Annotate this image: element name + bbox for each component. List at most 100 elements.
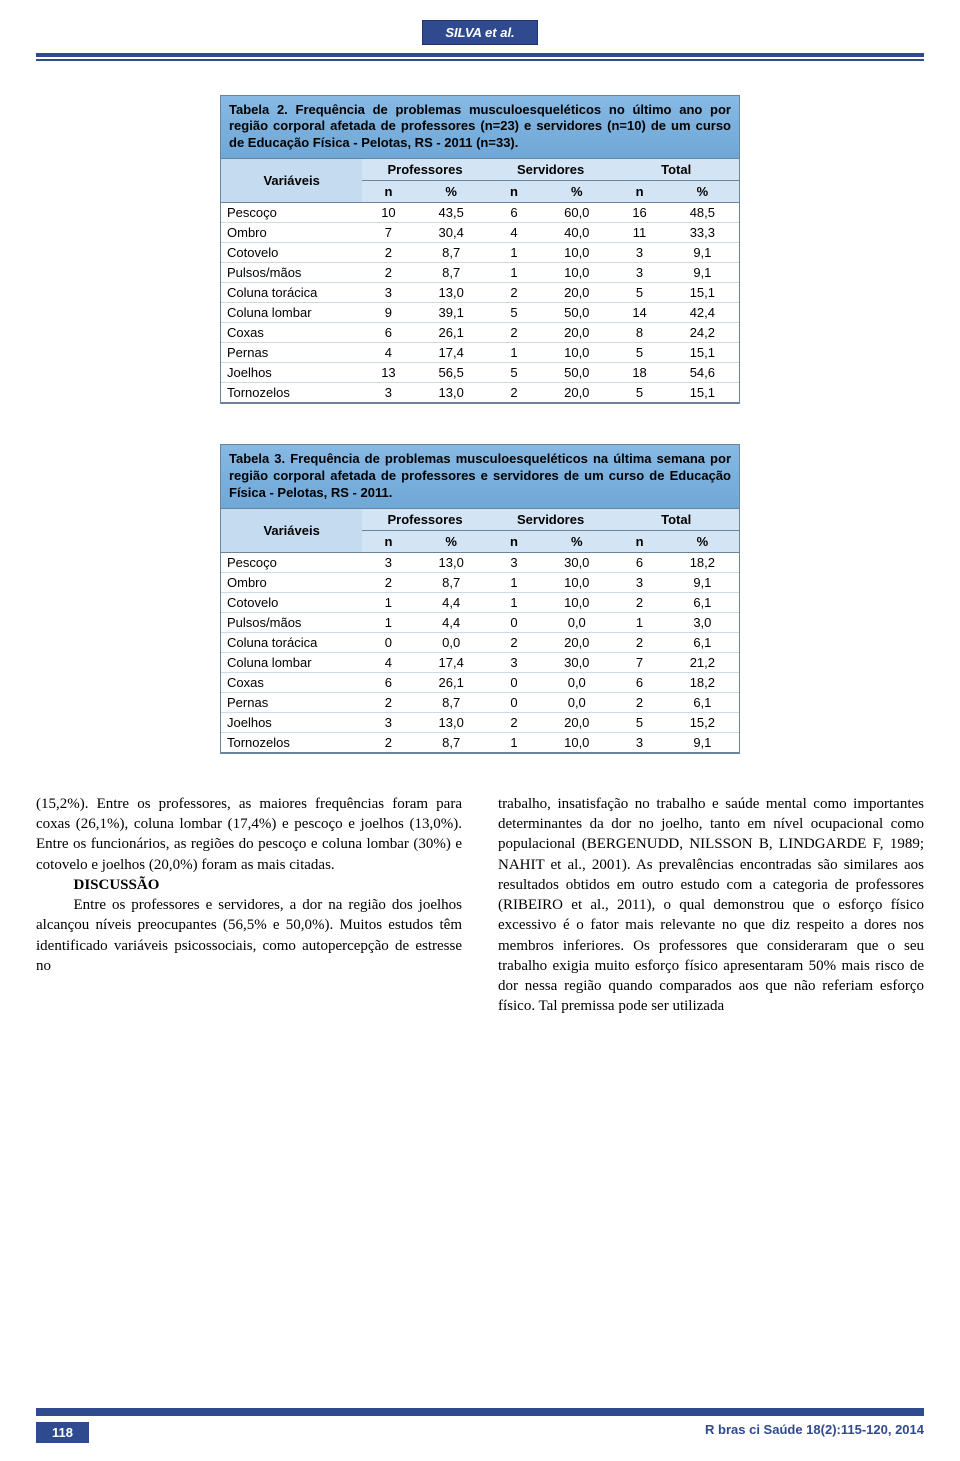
row-label: Coluna torácica bbox=[221, 632, 362, 652]
col-total: Total bbox=[613, 159, 739, 181]
cell: 2 bbox=[613, 632, 665, 652]
cell: 3 bbox=[362, 712, 414, 732]
cell: 33,3 bbox=[666, 223, 739, 243]
cell: 8 bbox=[613, 323, 665, 343]
cell: 1 bbox=[488, 343, 540, 363]
body-right-p1: trabalho, insatisfação no trabalho e saú… bbox=[498, 794, 924, 1017]
cell: 1 bbox=[488, 572, 540, 592]
cell: 6 bbox=[362, 323, 414, 343]
cell: 0 bbox=[362, 632, 414, 652]
cell: 2 bbox=[362, 263, 414, 283]
table-row: Joelhos1356,5550,01854,6 bbox=[221, 363, 739, 383]
table-row: Coluna torácica00,0220,026,1 bbox=[221, 632, 739, 652]
cell: 2 bbox=[488, 383, 540, 403]
cell: 30,0 bbox=[540, 652, 613, 672]
cell: 5 bbox=[488, 303, 540, 323]
table-2-caption: Tabela 2. Frequência de problemas muscul… bbox=[221, 96, 739, 160]
cell: 0,0 bbox=[540, 612, 613, 632]
table-row: Coxas626,1220,0824,2 bbox=[221, 323, 739, 343]
sub-n: n bbox=[613, 530, 665, 552]
cell: 2 bbox=[362, 572, 414, 592]
table-row: Pescoço313,0330,0618,2 bbox=[221, 552, 739, 572]
cell: 10,0 bbox=[540, 343, 613, 363]
cell: 2 bbox=[613, 592, 665, 612]
row-label: Coluna lombar bbox=[221, 303, 362, 323]
table-3-grid: Variáveis Professores Servidores Total n… bbox=[221, 509, 739, 753]
cell: 26,1 bbox=[415, 672, 488, 692]
cell: 50,0 bbox=[540, 303, 613, 323]
cell: 8,7 bbox=[415, 732, 488, 752]
cell: 2 bbox=[362, 732, 414, 752]
cell: 6,1 bbox=[666, 592, 739, 612]
header-rule-thick bbox=[36, 53, 924, 57]
cell: 56,5 bbox=[415, 363, 488, 383]
cell: 17,4 bbox=[415, 652, 488, 672]
cell: 13,0 bbox=[415, 383, 488, 403]
row-label: Coxas bbox=[221, 672, 362, 692]
cell: 3 bbox=[613, 263, 665, 283]
cell: 2 bbox=[362, 692, 414, 712]
cell: 43,5 bbox=[415, 203, 488, 223]
cell: 8,7 bbox=[415, 572, 488, 592]
cell: 20,0 bbox=[540, 383, 613, 403]
table-row: Ombro730,4440,01133,3 bbox=[221, 223, 739, 243]
cell: 15,2 bbox=[666, 712, 739, 732]
table-row: Cotovelo14,4110,026,1 bbox=[221, 592, 739, 612]
row-label: Coluna lombar bbox=[221, 652, 362, 672]
cell: 4 bbox=[488, 223, 540, 243]
page-number: 118 bbox=[36, 1422, 89, 1443]
cell: 5 bbox=[613, 343, 665, 363]
footer: 118 R bras ci Saúde 18(2):115-120, 2014 bbox=[0, 1408, 960, 1461]
cell: 9,1 bbox=[666, 263, 739, 283]
col-servidores: Servidores bbox=[488, 509, 614, 531]
table-2-grid: Variáveis Professores Servidores Total n… bbox=[221, 159, 739, 403]
cell: 6 bbox=[613, 552, 665, 572]
table-row: Cotovelo28,7110,039,1 bbox=[221, 243, 739, 263]
col-variaveis: Variáveis bbox=[221, 509, 362, 553]
sub-pct: % bbox=[415, 181, 488, 203]
cell: 2 bbox=[488, 283, 540, 303]
cell: 4,4 bbox=[415, 612, 488, 632]
cell: 30,4 bbox=[415, 223, 488, 243]
row-label: Tornozelos bbox=[221, 383, 362, 403]
cell: 39,1 bbox=[415, 303, 488, 323]
table-row: Pernas28,700,026,1 bbox=[221, 692, 739, 712]
cell: 10,0 bbox=[540, 572, 613, 592]
cell: 8,7 bbox=[415, 692, 488, 712]
row-label: Cotovelo bbox=[221, 592, 362, 612]
cell: 1 bbox=[613, 612, 665, 632]
cell: 15,1 bbox=[666, 343, 739, 363]
cell: 6 bbox=[362, 672, 414, 692]
cell: 20,0 bbox=[540, 283, 613, 303]
table-row: Tornozelos313,0220,0515,1 bbox=[221, 383, 739, 403]
cell: 15,1 bbox=[666, 383, 739, 403]
cell: 6,1 bbox=[666, 692, 739, 712]
cell: 18,2 bbox=[666, 672, 739, 692]
table-row: Ombro28,7110,039,1 bbox=[221, 572, 739, 592]
col-variaveis: Variáveis bbox=[221, 159, 362, 203]
cell: 1 bbox=[362, 612, 414, 632]
cell: 10,0 bbox=[540, 263, 613, 283]
cell: 10 bbox=[362, 203, 414, 223]
sub-n: n bbox=[488, 181, 540, 203]
cell: 3 bbox=[362, 552, 414, 572]
cell: 4 bbox=[362, 343, 414, 363]
cell: 1 bbox=[488, 263, 540, 283]
cell: 42,4 bbox=[666, 303, 739, 323]
cell: 3 bbox=[488, 552, 540, 572]
sub-pct: % bbox=[666, 530, 739, 552]
cell: 40,0 bbox=[540, 223, 613, 243]
sub-pct: % bbox=[540, 181, 613, 203]
cell: 10,0 bbox=[540, 592, 613, 612]
cell: 0,0 bbox=[540, 672, 613, 692]
table-row: Pescoço1043,5660,01648,5 bbox=[221, 203, 739, 223]
sub-pct: % bbox=[540, 530, 613, 552]
cell: 1 bbox=[362, 592, 414, 612]
cell: 2 bbox=[488, 323, 540, 343]
col-servidores: Servidores bbox=[488, 159, 614, 181]
cell: 10,0 bbox=[540, 243, 613, 263]
cell: 1 bbox=[488, 592, 540, 612]
col-professores: Professores bbox=[362, 509, 488, 531]
cell: 2 bbox=[488, 632, 540, 652]
cell: 2 bbox=[613, 692, 665, 712]
